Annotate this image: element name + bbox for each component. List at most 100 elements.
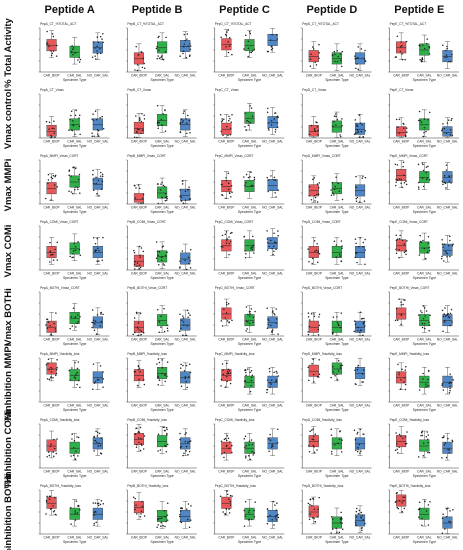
data-point — [52, 376, 54, 379]
data-point — [275, 34, 278, 36]
data-point — [403, 123, 405, 125]
data-point — [397, 126, 399, 128]
box — [396, 41, 407, 54]
panel-title: PepC_CT_Vmax — [215, 88, 239, 92]
data-point — [276, 502, 278, 504]
data-point — [253, 178, 256, 180]
data-point — [402, 499, 405, 502]
data-point — [47, 182, 49, 185]
data-point — [250, 247, 252, 250]
data-point — [182, 120, 184, 122]
x-tick-label: NO_CAR_SAL — [349, 404, 370, 408]
data-point — [423, 442, 425, 445]
data-point — [164, 516, 166, 518]
data-point — [181, 507, 184, 510]
x-tick-label: NO_CAR_SAL — [349, 272, 370, 276]
data-point — [220, 320, 223, 322]
data-point — [50, 443, 52, 445]
x-tick-label: CAR_BIOP — [393, 140, 409, 144]
x-tick-label: NO_CAR_SAL — [87, 338, 108, 342]
data-point — [162, 58, 165, 61]
data-point — [49, 251, 52, 253]
box — [267, 316, 278, 329]
data-point — [406, 131, 408, 133]
x-tick-label: CAR_BIOP — [131, 272, 147, 276]
data-point — [157, 254, 159, 257]
data-point — [336, 321, 339, 324]
panel-title: PepE_BOTHi_%activity_loss — [390, 484, 431, 488]
data-point — [157, 450, 159, 452]
data-point — [420, 434, 422, 437]
data-point — [312, 438, 315, 441]
panel-title: PepB_MMPi_%activity_loss — [127, 352, 167, 356]
data-point — [268, 367, 271, 370]
data-point — [448, 60, 450, 63]
data-point — [266, 111, 269, 114]
data-point — [52, 259, 55, 261]
data-point — [398, 298, 400, 300]
data-point — [56, 186, 59, 188]
x-tick-label: CAR_SAL — [417, 536, 432, 540]
data-point — [400, 323, 402, 326]
data-point — [186, 122, 188, 124]
data-point — [55, 514, 57, 516]
data-point — [447, 448, 449, 451]
data-point — [355, 175, 357, 178]
data-point — [427, 378, 429, 381]
data-point — [277, 230, 279, 232]
data-point — [362, 241, 365, 244]
data-point — [160, 521, 162, 524]
data-point — [428, 46, 431, 49]
data-point — [72, 256, 75, 258]
data-point — [93, 329, 96, 332]
data-point — [229, 382, 232, 385]
box — [244, 375, 255, 388]
data-point — [333, 50, 336, 53]
data-point — [247, 313, 249, 316]
data-point — [226, 372, 228, 375]
x-tick-label: CAR_SAL — [330, 206, 345, 210]
data-point — [99, 171, 102, 174]
data-point — [401, 58, 404, 61]
x-tick-label: CAR_BIOP — [218, 140, 234, 144]
data-point — [404, 369, 407, 371]
data-point — [76, 383, 78, 386]
data-point — [186, 38, 188, 40]
x-axis-title: Specimen Type — [63, 144, 86, 148]
data-point — [227, 172, 230, 175]
data-point — [448, 448, 450, 451]
box — [46, 246, 57, 258]
data-point — [332, 365, 334, 368]
data-point — [398, 256, 400, 259]
data-point — [269, 382, 272, 384]
data-point — [448, 520, 450, 523]
data-point — [398, 499, 401, 502]
data-point — [253, 252, 255, 254]
data-point — [308, 261, 310, 263]
x-tick-label: CAR_SAL — [67, 536, 82, 540]
data-point — [364, 49, 366, 52]
data-point — [405, 365, 407, 368]
data-point — [136, 384, 139, 387]
data-point — [357, 329, 359, 332]
box — [46, 439, 57, 452]
data-point — [225, 239, 228, 241]
data-point — [229, 500, 232, 503]
data-point — [74, 52, 77, 54]
data-point — [418, 501, 421, 504]
data-point — [247, 40, 250, 43]
data-point — [156, 104, 159, 107]
data-point — [139, 256, 141, 258]
data-point — [398, 178, 401, 180]
data-point — [166, 361, 169, 363]
data-point — [308, 133, 311, 136]
data-point — [134, 370, 137, 373]
data-point — [422, 44, 424, 46]
data-point — [134, 268, 136, 270]
data-point — [243, 48, 245, 50]
data-point — [269, 514, 271, 517]
data-point — [72, 454, 75, 457]
